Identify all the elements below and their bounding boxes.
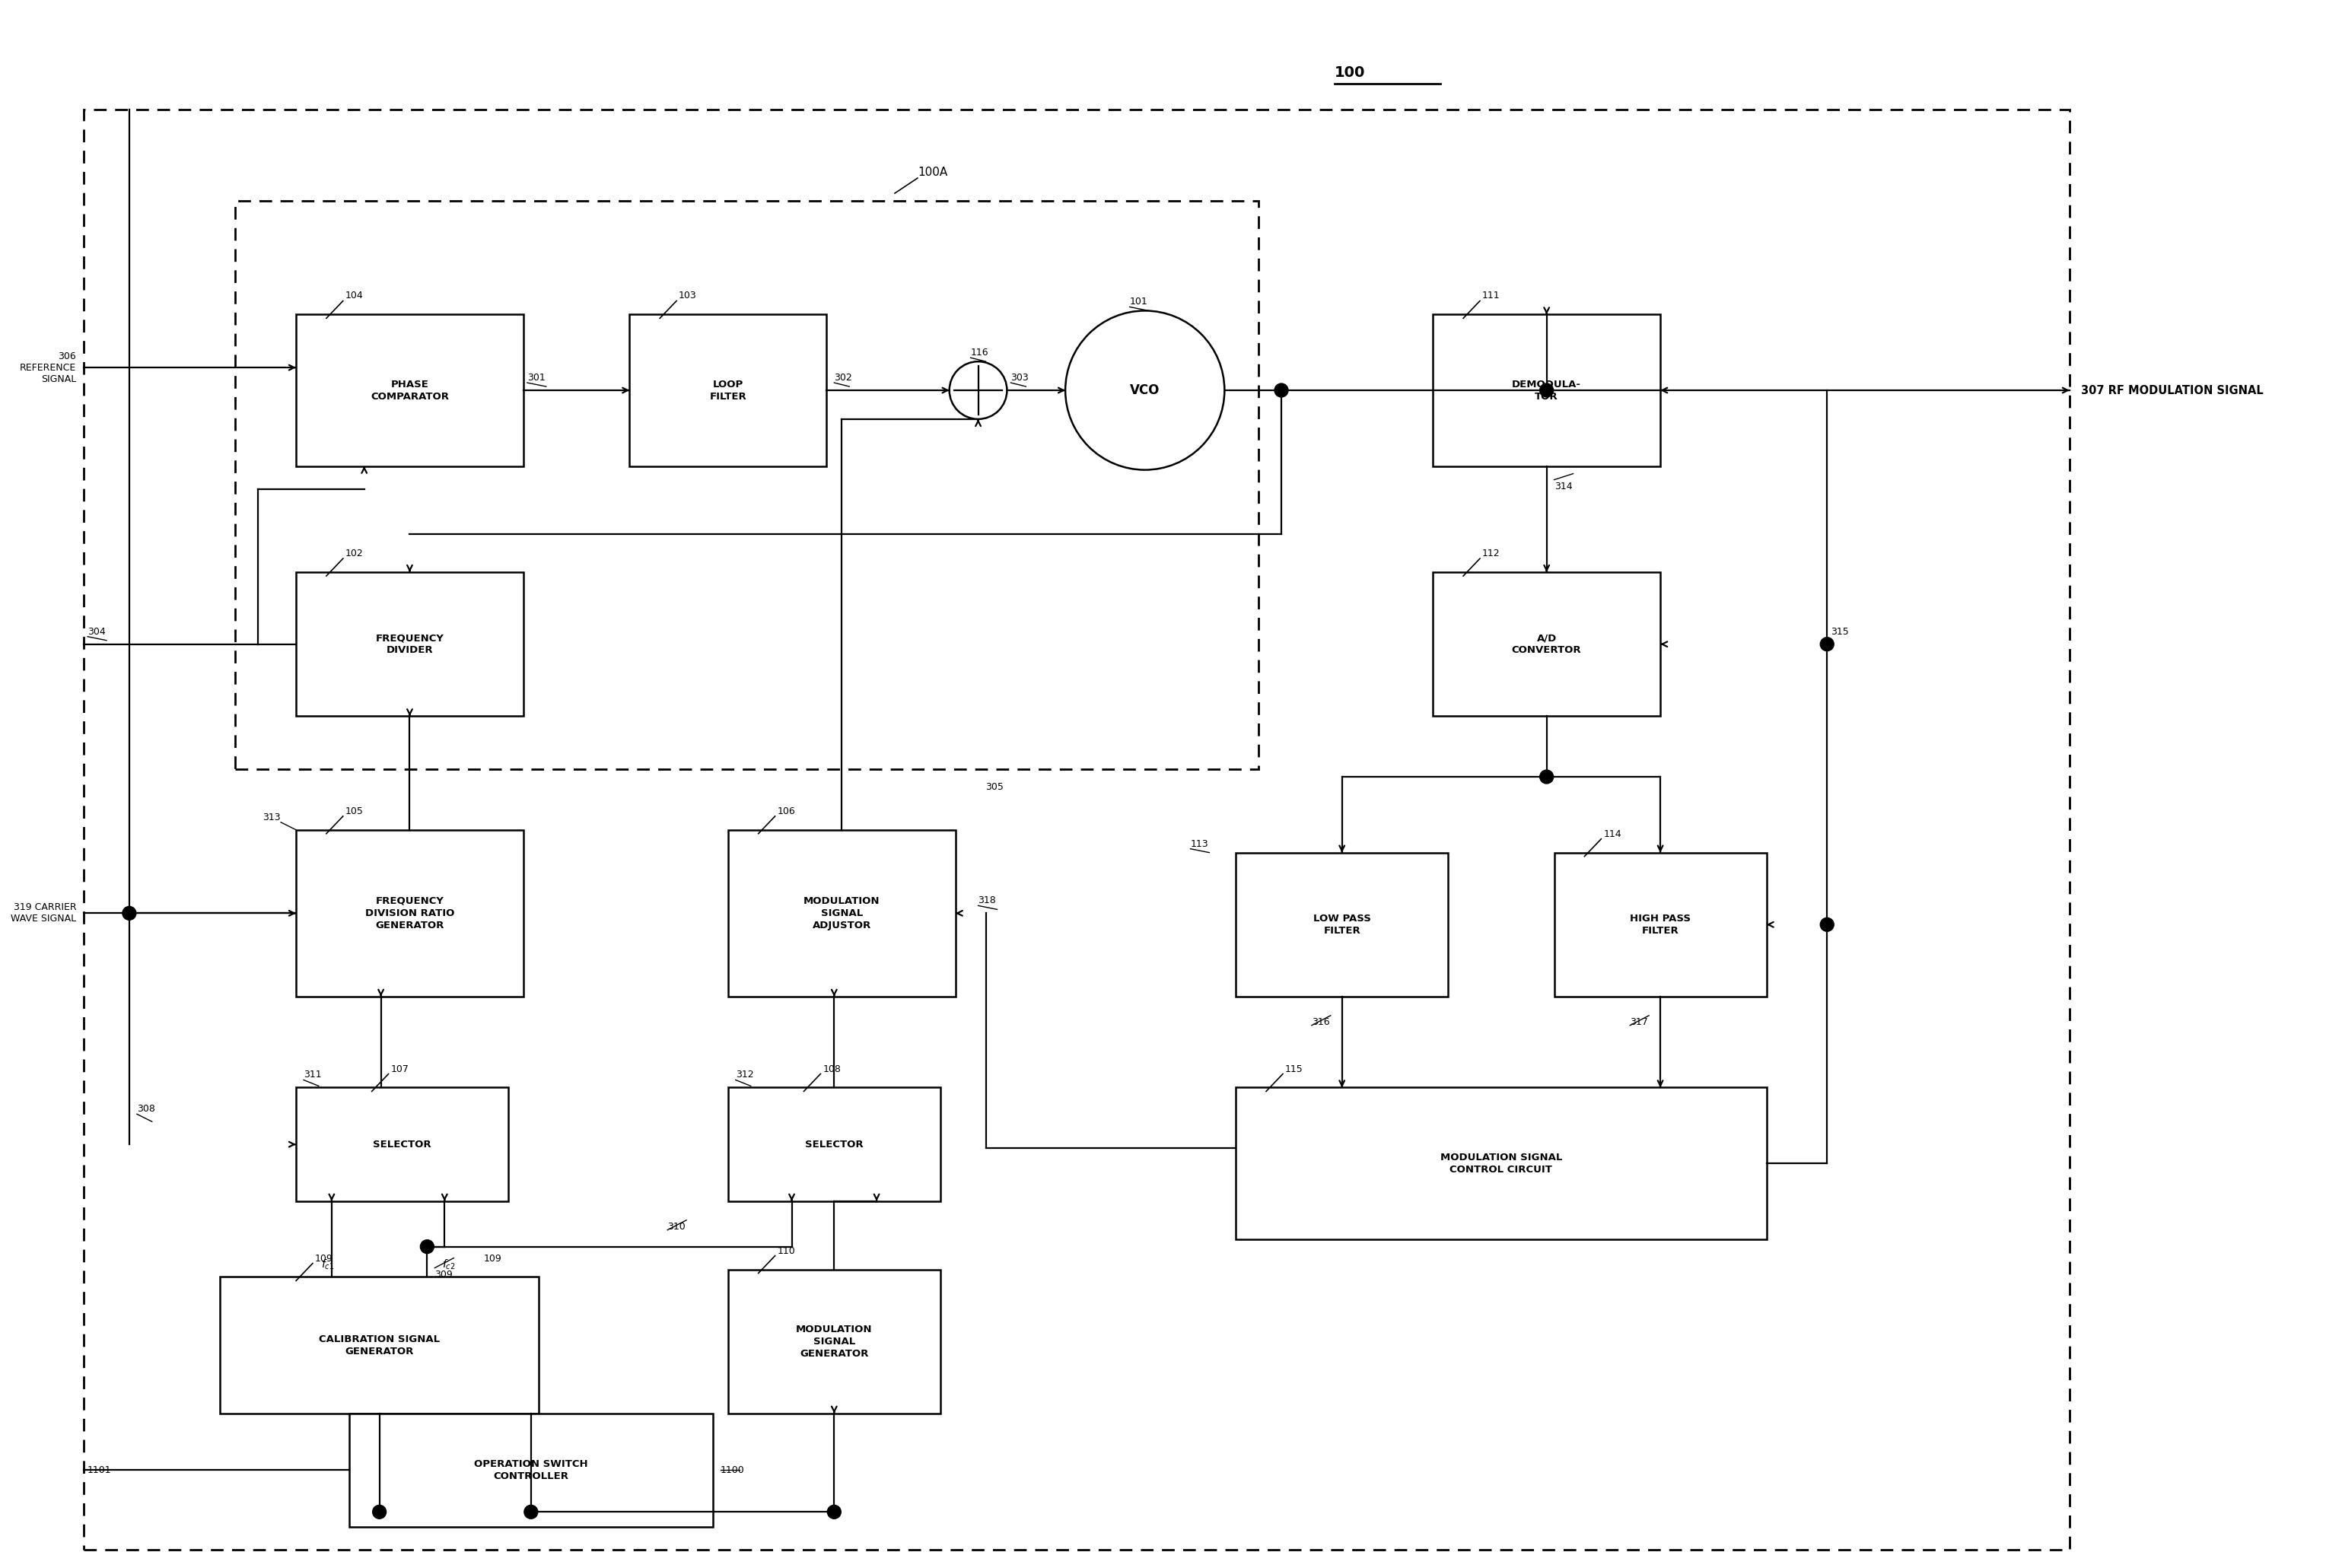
Text: LOOP
FILTER: LOOP FILTER xyxy=(710,379,747,401)
Text: 310: 310 xyxy=(667,1221,686,1231)
Bar xyxy=(1237,1088,1766,1239)
Text: $f_{c2}$: $f_{c2}$ xyxy=(443,1258,457,1272)
Circle shape xyxy=(419,1240,433,1253)
Text: 112: 112 xyxy=(1482,549,1501,558)
Bar xyxy=(295,829,522,997)
Bar xyxy=(728,829,956,997)
Text: 311: 311 xyxy=(304,1069,321,1080)
Text: 107: 107 xyxy=(391,1065,410,1074)
Bar xyxy=(728,1088,939,1201)
Text: 102: 102 xyxy=(344,549,363,558)
Bar xyxy=(220,1276,539,1413)
Bar xyxy=(349,1413,712,1527)
Text: 303: 303 xyxy=(1012,373,1028,383)
Text: 313: 313 xyxy=(262,812,281,822)
Bar xyxy=(295,315,522,466)
Text: LOW PASS
FILTER: LOW PASS FILTER xyxy=(1314,914,1370,936)
Circle shape xyxy=(949,362,1007,419)
Text: 114: 114 xyxy=(1604,829,1621,839)
Circle shape xyxy=(1820,917,1834,931)
Bar xyxy=(630,315,827,466)
Text: 105: 105 xyxy=(344,806,363,817)
Text: DEMODULA-
TOR: DEMODULA- TOR xyxy=(1513,379,1581,401)
Text: 315: 315 xyxy=(1831,627,1848,637)
Text: MODULATION
SIGNAL
GENERATOR: MODULATION SIGNAL GENERATOR xyxy=(796,1325,871,1358)
Text: 110: 110 xyxy=(778,1247,796,1256)
Bar xyxy=(728,1270,939,1413)
Text: 302: 302 xyxy=(834,373,852,383)
Text: 317: 317 xyxy=(1630,1018,1649,1027)
Text: 106: 106 xyxy=(778,806,796,817)
Text: MODULATION SIGNAL
CONTROL CIRCUIT: MODULATION SIGNAL CONTROL CIRCUIT xyxy=(1440,1152,1562,1174)
Text: 113: 113 xyxy=(1190,839,1208,848)
Text: 116: 116 xyxy=(970,348,988,358)
Text: FREQUENCY
DIVISION RATIO
GENERATOR: FREQUENCY DIVISION RATIO GENERATOR xyxy=(365,895,454,930)
Circle shape xyxy=(827,1505,841,1519)
Text: PHASE
COMPARATOR: PHASE COMPARATOR xyxy=(370,379,450,401)
Circle shape xyxy=(1274,384,1288,397)
Text: 305: 305 xyxy=(986,782,1005,792)
Text: OPERATION SWITCH
CONTROLLER: OPERATION SWITCH CONTROLLER xyxy=(473,1460,588,1482)
Bar xyxy=(1433,315,1660,466)
Bar xyxy=(295,1088,508,1201)
Text: 314: 314 xyxy=(1555,481,1571,491)
Text: 307 RF MODULATION SIGNAL: 307 RF MODULATION SIGNAL xyxy=(2082,384,2262,397)
Circle shape xyxy=(1539,384,1553,397)
Text: 309: 309 xyxy=(436,1270,452,1279)
Bar xyxy=(1555,853,1766,997)
Bar xyxy=(295,572,522,717)
Text: 115: 115 xyxy=(1286,1065,1302,1074)
Text: 103: 103 xyxy=(679,292,698,301)
Text: HIGH PASS
FILTER: HIGH PASS FILTER xyxy=(1630,914,1691,936)
Text: 312: 312 xyxy=(735,1069,754,1080)
Text: A/D
CONVERTOR: A/D CONVERTOR xyxy=(1513,633,1581,655)
Text: 301: 301 xyxy=(527,373,546,383)
Circle shape xyxy=(372,1505,386,1519)
Text: CALIBRATION SIGNAL
GENERATOR: CALIBRATION SIGNAL GENERATOR xyxy=(319,1334,440,1356)
Text: VCO: VCO xyxy=(1129,384,1159,397)
Bar xyxy=(84,110,2070,1549)
Text: 316: 316 xyxy=(1312,1018,1330,1027)
Text: 100: 100 xyxy=(1335,66,1365,80)
Circle shape xyxy=(525,1505,539,1519)
Text: 308: 308 xyxy=(136,1104,155,1113)
Text: 319 CARRIER
WAVE SIGNAL: 319 CARRIER WAVE SIGNAL xyxy=(12,903,77,924)
Text: 109: 109 xyxy=(314,1253,333,1264)
Text: 318: 318 xyxy=(979,895,995,906)
Text: 304: 304 xyxy=(87,627,105,637)
Text: 306
REFERENCE
SIGNAL: 306 REFERENCE SIGNAL xyxy=(19,351,77,384)
Text: 111: 111 xyxy=(1482,292,1501,301)
Text: 1100: 1100 xyxy=(721,1465,745,1475)
Text: SELECTOR: SELECTOR xyxy=(806,1140,864,1149)
Circle shape xyxy=(1820,637,1834,651)
Text: MODULATION
SIGNAL
ADJUSTOR: MODULATION SIGNAL ADJUSTOR xyxy=(803,895,881,930)
Circle shape xyxy=(122,906,136,920)
Text: SELECTOR: SELECTOR xyxy=(372,1140,431,1149)
Bar xyxy=(1237,853,1447,997)
Text: $f_{c1}$: $f_{c1}$ xyxy=(321,1258,335,1272)
Text: 108: 108 xyxy=(822,1065,841,1074)
Text: 104: 104 xyxy=(344,292,363,301)
Circle shape xyxy=(1066,310,1225,470)
Circle shape xyxy=(1539,770,1553,784)
Text: 1101: 1101 xyxy=(87,1465,112,1475)
Text: FREQUENCY
DIVIDER: FREQUENCY DIVIDER xyxy=(375,633,445,655)
Text: 109: 109 xyxy=(485,1253,501,1264)
Bar xyxy=(1433,572,1660,717)
Bar xyxy=(237,201,1258,770)
Text: 101: 101 xyxy=(1129,296,1148,307)
Text: 100A: 100A xyxy=(918,166,949,179)
